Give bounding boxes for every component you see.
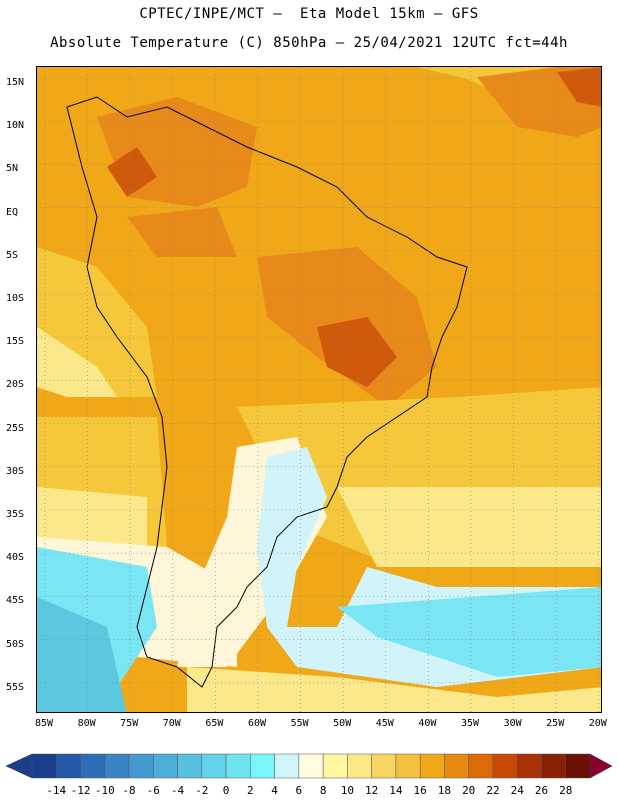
colorbar-tick-label: 10	[340, 784, 355, 797]
temperature-map	[36, 66, 602, 713]
colorbar-tick-label: 26	[534, 784, 549, 797]
colorbar-cell	[298, 753, 324, 779]
colorbar-tick-label: 12	[365, 784, 379, 797]
colorbar-cell	[395, 753, 421, 779]
lat-label: 10S	[6, 293, 25, 304]
temperature-map-canvas	[37, 67, 601, 712]
lat-label: EQ	[6, 206, 19, 218]
lon-label: 30W	[503, 718, 522, 729]
colorbar-cell	[516, 753, 542, 779]
lon-label: 20W	[588, 718, 607, 729]
colorbar-tick-label: -8	[122, 784, 136, 797]
colorbar-cell	[177, 753, 203, 779]
colorbar-min-arrow	[5, 753, 33, 779]
lat-label: 35S	[6, 509, 25, 520]
colorbar-cell	[31, 753, 57, 779]
colorbar-tick-label: 20	[462, 784, 476, 797]
temp-region-pale-south-atlantic	[337, 487, 601, 567]
lon-label: 25W	[546, 718, 565, 729]
colorbar-cell	[419, 753, 445, 779]
lat-label: 5N	[6, 163, 19, 175]
lon-label: 85W	[34, 718, 54, 729]
lat-label: 15S	[6, 336, 25, 348]
lat-label: 40S	[6, 552, 25, 564]
colorbar-cell	[468, 753, 494, 779]
colorbar-tick-label: 22	[486, 784, 500, 797]
temp-region-cyan-se	[337, 587, 601, 677]
colorbar-cell	[565, 753, 591, 779]
colorbar-cell	[56, 753, 81, 779]
lon-label: 80W	[77, 718, 96, 729]
temp-region-hot-ne	[557, 67, 601, 107]
colorbar-tick-label: 24	[510, 784, 524, 797]
colorbar-tick-label: -14	[46, 784, 67, 797]
temp-region-pale-west	[37, 327, 117, 397]
colorbar-tick-label: 4	[271, 784, 278, 797]
colorbar-tick-label: -6	[146, 784, 160, 797]
colorbar-cell	[492, 753, 518, 779]
colorbar-cell	[153, 753, 178, 779]
colorbar-tick-label: -12	[70, 784, 91, 797]
lon-label: 60W	[247, 718, 267, 729]
colorbar-cell	[347, 753, 372, 779]
colorbar-cell	[201, 753, 227, 779]
colorbar-tick-label: 2	[247, 784, 254, 797]
lon-label: 75W	[120, 718, 139, 729]
colorbar-tick-label: -10	[94, 784, 115, 797]
lon-label: 45W	[375, 718, 394, 729]
temp-region-hot-central	[317, 317, 397, 387]
temp-region-hot-nw	[107, 147, 157, 197]
colorbar-cell	[371, 753, 397, 779]
colorbar-cell	[541, 753, 566, 779]
colorbar-cell	[250, 753, 275, 779]
lat-label: 55S	[6, 681, 25, 693]
map-title-line1: CPTEC/INPE/MCT – Eta Model 15km – GFS	[139, 6, 479, 22]
lat-label: 20S	[6, 379, 25, 391]
lat-label: 15N	[6, 77, 25, 88]
lat-label: 45S	[6, 595, 25, 607]
temp-region-teal-sw	[37, 597, 127, 712]
colorbar-cell	[80, 753, 106, 779]
colorbar	[5, 753, 613, 779]
map-title-line2: Absolute Temperature (C) 850hPa – 25/04/…	[50, 35, 568, 51]
lat-label: 50S	[6, 638, 25, 650]
lat-label: 10N	[6, 120, 25, 132]
lon-label: 50W	[333, 718, 352, 729]
colorbar-tick-label: -2	[195, 784, 209, 797]
lat-label: 25S	[6, 422, 25, 434]
colorbar-cell	[225, 753, 251, 779]
colorbar-tick-label: 28	[559, 784, 573, 797]
lon-label: 70W	[162, 718, 181, 729]
lat-label: 5S	[6, 249, 19, 261]
colorbar-cell	[128, 753, 154, 779]
colorbar-cell	[104, 753, 130, 779]
colorbar-max-arrow	[589, 753, 613, 779]
colorbar-tick-label: 18	[437, 784, 452, 797]
colorbar-tick-label: 8	[319, 784, 327, 797]
lon-label: 40W	[418, 718, 437, 729]
colorbar-cell	[322, 753, 348, 779]
colorbar-tick-label: 6	[295, 784, 303, 797]
colorbar-cell	[274, 753, 300, 779]
lon-label: 65W	[205, 718, 224, 729]
colorbar-tick-label: -4	[170, 784, 185, 797]
lon-label: 35W	[460, 718, 480, 729]
colorbar-tick-label: 14	[389, 784, 403, 797]
temp-region-warm-amazon	[127, 207, 237, 257]
colorbar-tick-label: 0	[222, 784, 230, 797]
lon-label: 55W	[290, 718, 309, 729]
colorbar-tick-label: 16	[413, 784, 427, 797]
colorbar-cell	[444, 753, 469, 779]
temp-region-pale-bottom	[187, 667, 601, 712]
coastline	[66, 96, 468, 688]
lat-label: 30S	[6, 465, 25, 477]
